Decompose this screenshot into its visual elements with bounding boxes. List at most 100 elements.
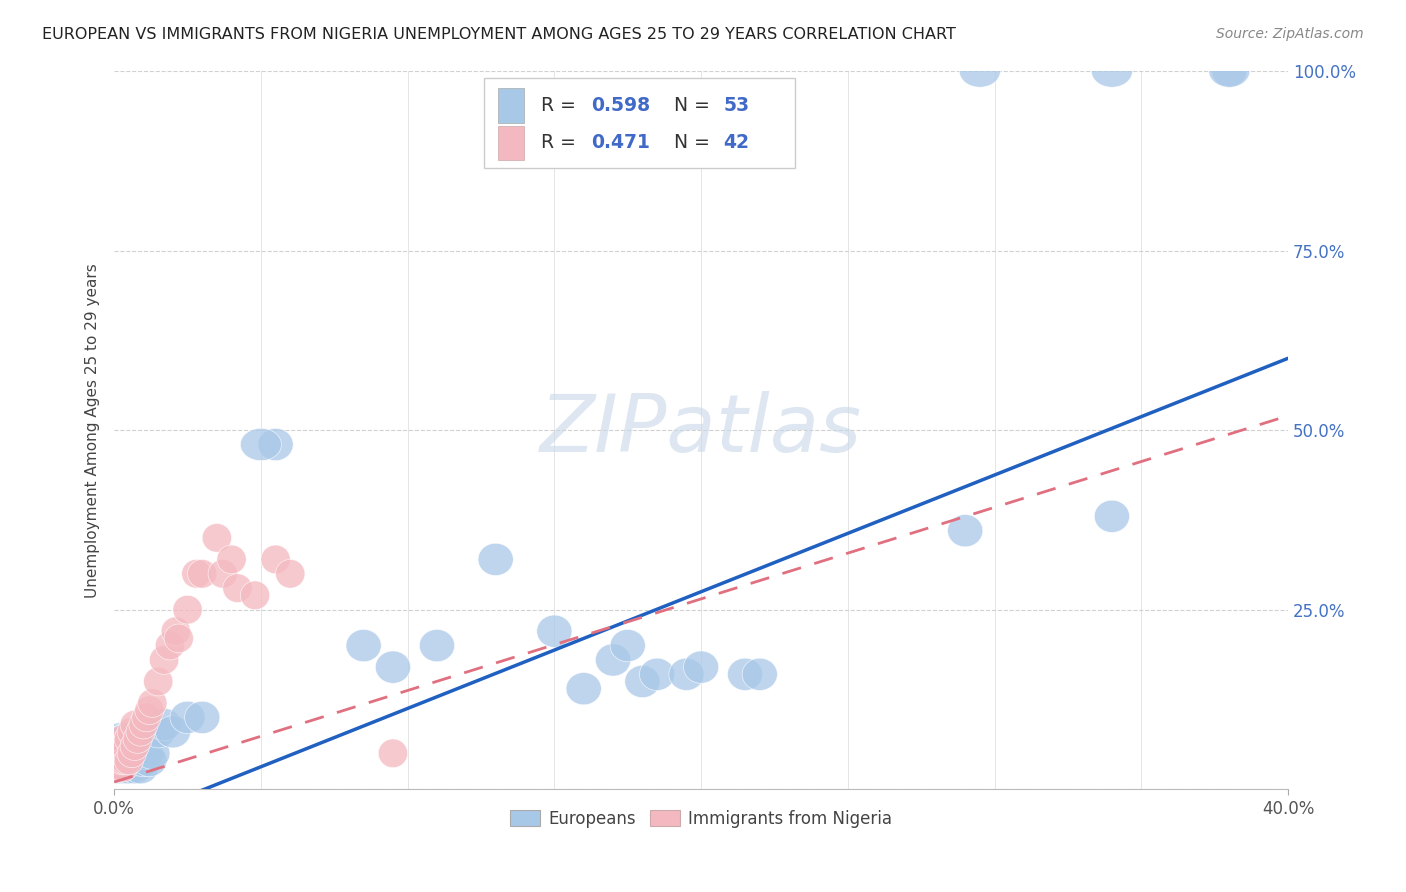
Ellipse shape <box>114 746 143 775</box>
Ellipse shape <box>146 708 181 740</box>
Ellipse shape <box>114 744 149 777</box>
Ellipse shape <box>111 730 146 763</box>
Ellipse shape <box>240 581 270 609</box>
Ellipse shape <box>111 746 141 775</box>
Ellipse shape <box>105 730 141 763</box>
Ellipse shape <box>108 754 138 782</box>
Ellipse shape <box>117 739 146 768</box>
Ellipse shape <box>129 710 159 739</box>
Ellipse shape <box>105 754 135 782</box>
Ellipse shape <box>610 630 645 662</box>
Ellipse shape <box>120 737 155 770</box>
Ellipse shape <box>222 574 252 602</box>
Ellipse shape <box>100 730 135 763</box>
Ellipse shape <box>596 644 631 676</box>
Ellipse shape <box>1094 500 1129 533</box>
Ellipse shape <box>143 667 173 696</box>
Ellipse shape <box>187 559 217 588</box>
Ellipse shape <box>208 559 238 588</box>
Text: 0.598: 0.598 <box>591 96 650 115</box>
Text: ZIPatlas: ZIPatlas <box>540 391 862 469</box>
Ellipse shape <box>138 689 167 717</box>
Ellipse shape <box>117 730 152 763</box>
Ellipse shape <box>1209 55 1250 87</box>
Text: 42: 42 <box>724 134 749 153</box>
Ellipse shape <box>276 559 305 588</box>
Ellipse shape <box>162 617 190 646</box>
Text: R =: R = <box>541 134 582 153</box>
Ellipse shape <box>127 744 162 777</box>
Ellipse shape <box>948 515 983 547</box>
Ellipse shape <box>537 615 572 648</box>
Ellipse shape <box>108 752 143 784</box>
Ellipse shape <box>173 595 202 624</box>
Ellipse shape <box>114 724 143 754</box>
Ellipse shape <box>105 744 141 777</box>
Ellipse shape <box>105 737 141 770</box>
Ellipse shape <box>103 737 138 770</box>
Ellipse shape <box>127 737 162 770</box>
Ellipse shape <box>346 630 381 662</box>
Legend: Europeans, Immigrants from Nigeria: Europeans, Immigrants from Nigeria <box>503 804 898 835</box>
Ellipse shape <box>103 752 138 784</box>
Ellipse shape <box>202 524 232 552</box>
FancyBboxPatch shape <box>498 88 524 123</box>
Ellipse shape <box>111 752 146 784</box>
Ellipse shape <box>105 731 135 761</box>
Ellipse shape <box>108 723 143 756</box>
Ellipse shape <box>149 646 179 674</box>
Ellipse shape <box>135 696 165 724</box>
Ellipse shape <box>135 737 170 770</box>
Text: 0.471: 0.471 <box>591 134 650 153</box>
Ellipse shape <box>120 744 155 777</box>
Ellipse shape <box>111 731 141 761</box>
Ellipse shape <box>378 739 408 768</box>
Ellipse shape <box>1212 55 1247 87</box>
Ellipse shape <box>120 710 149 739</box>
Ellipse shape <box>624 665 659 698</box>
Ellipse shape <box>103 744 138 777</box>
Ellipse shape <box>127 717 155 746</box>
Ellipse shape <box>108 737 143 770</box>
Ellipse shape <box>122 752 159 784</box>
Ellipse shape <box>640 658 675 690</box>
Ellipse shape <box>132 744 167 777</box>
Ellipse shape <box>103 739 132 768</box>
Ellipse shape <box>478 543 513 575</box>
Ellipse shape <box>122 730 159 763</box>
Ellipse shape <box>155 715 190 747</box>
Ellipse shape <box>1091 55 1132 87</box>
Ellipse shape <box>727 658 762 690</box>
Text: Source: ZipAtlas.com: Source: ZipAtlas.com <box>1216 27 1364 41</box>
Ellipse shape <box>117 717 146 746</box>
FancyBboxPatch shape <box>484 78 794 168</box>
Ellipse shape <box>217 545 246 574</box>
Ellipse shape <box>103 754 132 782</box>
Ellipse shape <box>959 55 1001 87</box>
Ellipse shape <box>114 737 149 770</box>
Ellipse shape <box>129 737 165 770</box>
Ellipse shape <box>108 724 138 754</box>
Ellipse shape <box>105 739 135 768</box>
Ellipse shape <box>567 673 602 705</box>
Ellipse shape <box>155 632 184 660</box>
Ellipse shape <box>257 428 294 460</box>
Ellipse shape <box>669 658 704 690</box>
Text: N =: N = <box>662 134 716 153</box>
Ellipse shape <box>181 559 211 588</box>
FancyBboxPatch shape <box>498 126 524 160</box>
Ellipse shape <box>117 752 152 784</box>
Ellipse shape <box>120 731 149 761</box>
Ellipse shape <box>184 701 219 733</box>
Ellipse shape <box>103 731 132 761</box>
Ellipse shape <box>240 428 281 460</box>
Ellipse shape <box>132 703 162 731</box>
Ellipse shape <box>103 746 132 775</box>
Ellipse shape <box>100 744 135 777</box>
Ellipse shape <box>108 739 138 768</box>
Ellipse shape <box>100 737 135 770</box>
Text: R =: R = <box>541 96 582 115</box>
Ellipse shape <box>742 658 778 690</box>
Ellipse shape <box>375 651 411 683</box>
Ellipse shape <box>105 746 135 775</box>
